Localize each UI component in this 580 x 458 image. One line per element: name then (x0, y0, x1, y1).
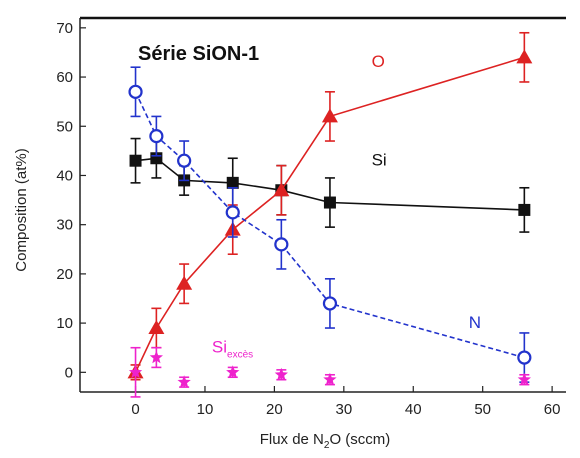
series-si-exc-s-point (226, 365, 240, 378)
y-tick-label: 70 (56, 20, 73, 37)
x-tick-label: 30 (335, 401, 352, 418)
series-si-point (323, 196, 336, 209)
series-si-point (129, 154, 142, 167)
series-si-exc-s-point (177, 375, 191, 388)
series-o-point (321, 108, 338, 123)
x-tick-label: 20 (266, 401, 283, 418)
labels-layer: Si O N Siexcès (212, 52, 481, 360)
series-label-si-exc-s: Siexcès (212, 338, 253, 361)
series-o-point (176, 275, 193, 290)
chart-title: Série SiON-1 (138, 43, 259, 65)
series-n-point (517, 350, 532, 365)
series-o-point (516, 49, 533, 64)
x-tick-label: 40 (405, 401, 422, 418)
series-si-exc-s-point (128, 365, 143, 378)
series-n-point (149, 129, 164, 144)
series-si-point (518, 203, 531, 216)
ticks-layer: 0 10 20 30 40 50 60 70 0 10 20 30 40 50 60 (56, 20, 560, 418)
series-si-exc-s-point (274, 367, 288, 381)
series-si-exc-s-point (323, 372, 337, 386)
y-tick-label: 60 (56, 69, 73, 86)
plot-frame (79, 16, 566, 393)
x-tick-label: 50 (474, 401, 491, 418)
series-o-point (273, 182, 290, 197)
series-layer (127, 31, 533, 398)
y-tick-label: 30 (56, 217, 73, 234)
x-tick-label: 10 (197, 401, 214, 418)
x-axis-title: Flux de N2O (sccm) (260, 431, 391, 451)
series-si-point (226, 176, 239, 189)
series-label-si: Si (372, 151, 387, 170)
series-label-o: O (372, 52, 385, 71)
y-tick-label: 40 (56, 167, 73, 184)
y-tick-label: 10 (56, 315, 73, 332)
series-si-exc-s-point (149, 350, 163, 364)
series-n-point (128, 84, 143, 99)
y-tick-label: 50 (56, 118, 73, 135)
series-n-point (177, 153, 192, 168)
x-tick-label: 0 (131, 401, 139, 418)
y-tick-label: 20 (56, 266, 73, 283)
x-axis-title-rest: O (sccm) (329, 431, 390, 448)
y-axis-title: Composition (at%) (13, 148, 30, 271)
series-n-point (274, 237, 289, 252)
series-o-point (148, 320, 165, 335)
series-n-point (225, 205, 240, 220)
series-si-exc-s-point (517, 372, 531, 386)
x-axis-title-main: Flux de N (260, 431, 324, 448)
series-si-exc-s (128, 346, 531, 398)
series-label-n: N (469, 313, 481, 332)
x-tick-label: 60 (544, 401, 561, 418)
series-n (128, 66, 532, 383)
y-tick-label: 0 (65, 364, 73, 381)
series-n-point (322, 296, 338, 311)
x-axis-title-subscript: 2 (324, 440, 330, 451)
